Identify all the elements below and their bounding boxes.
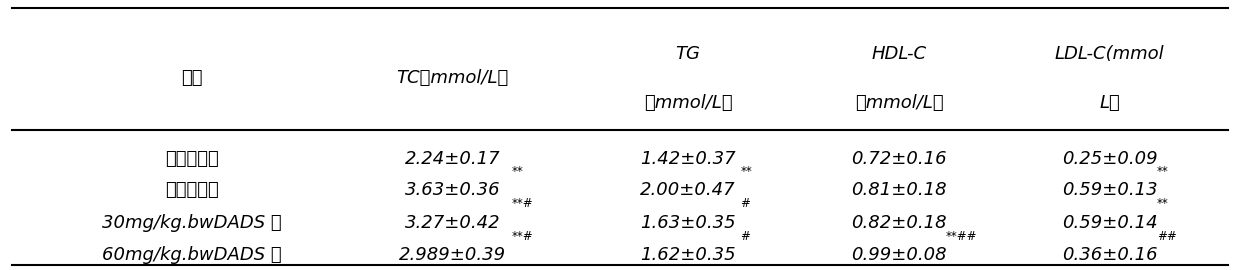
Text: **: ** — [1157, 197, 1168, 210]
Text: 空白对照组: 空白对照组 — [165, 150, 219, 168]
Text: 0.82±0.18: 0.82±0.18 — [851, 214, 947, 232]
Text: 3.63±0.36: 3.63±0.36 — [404, 181, 501, 199]
Text: LDL-C(mmol: LDL-C(mmol — [1055, 45, 1164, 63]
Text: 2.24±0.17: 2.24±0.17 — [404, 150, 501, 168]
Text: #: # — [740, 197, 750, 210]
Text: 模型对照组: 模型对照组 — [165, 181, 219, 199]
Text: 0.59±0.14: 0.59±0.14 — [1061, 214, 1158, 232]
Text: 0.72±0.16: 0.72±0.16 — [851, 150, 947, 168]
Text: 0.59±0.13: 0.59±0.13 — [1061, 181, 1158, 199]
Text: TC（mmol/L）: TC（mmol/L） — [397, 69, 508, 87]
Text: 0.81±0.18: 0.81±0.18 — [851, 181, 947, 199]
Text: 0.36±0.16: 0.36±0.16 — [1061, 246, 1158, 264]
Text: 1.42±0.37: 1.42±0.37 — [640, 150, 737, 168]
Text: 2.989±0.39: 2.989±0.39 — [399, 246, 506, 264]
Text: （mmol/L）: （mmol/L） — [854, 94, 944, 112]
Text: **#: **# — [512, 230, 533, 243]
Text: 1.63±0.35: 1.63±0.35 — [640, 214, 737, 232]
Text: **##: **## — [946, 230, 977, 243]
Text: TG: TG — [676, 45, 701, 63]
Text: 0.99±0.08: 0.99±0.08 — [851, 246, 947, 264]
Text: 0.25±0.09: 0.25±0.09 — [1061, 150, 1158, 168]
Text: 60mg/kg.bwDADS 组: 60mg/kg.bwDADS 组 — [103, 246, 281, 264]
Text: 3.27±0.42: 3.27±0.42 — [404, 214, 501, 232]
Text: **: ** — [512, 165, 523, 178]
Text: 30mg/kg.bwDADS 组: 30mg/kg.bwDADS 组 — [103, 214, 281, 232]
Text: （mmol/L）: （mmol/L） — [644, 94, 733, 112]
Text: 1.62±0.35: 1.62±0.35 — [640, 246, 737, 264]
Text: #: # — [740, 230, 750, 243]
Text: ##: ## — [1157, 230, 1177, 243]
Text: 2.00±0.47: 2.00±0.47 — [640, 181, 737, 199]
Text: L）: L） — [1100, 94, 1120, 112]
Text: **: ** — [740, 165, 751, 178]
Text: **: ** — [1157, 165, 1168, 178]
Text: HDL-C: HDL-C — [872, 45, 926, 63]
Text: 组别: 组别 — [181, 69, 203, 87]
Text: **#: **# — [512, 197, 533, 210]
